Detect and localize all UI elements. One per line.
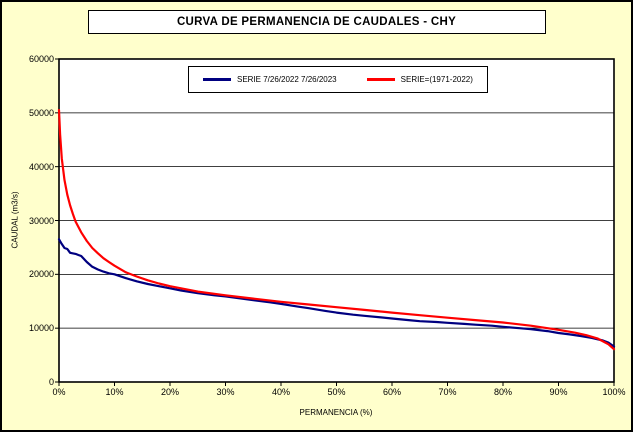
y-tick-label: 40000	[28, 161, 54, 172]
y-tick-label: 50000	[28, 107, 54, 118]
x-tick-label: 90%	[549, 387, 568, 397]
x-tick-label: 60%	[382, 387, 402, 397]
legend-line-swatch-red	[366, 78, 395, 81]
x-tick-label: 20%	[160, 387, 180, 397]
legend-line-swatch-navy	[203, 78, 231, 81]
x-tick-label: 0%	[52, 387, 66, 397]
y-tick-label: 10000	[28, 323, 54, 334]
legend-label: SERIE 7/26/2022 7/26/2023	[237, 75, 337, 84]
x-tick-label: 50%	[327, 387, 346, 397]
x-tick-label: 80%	[493, 387, 513, 397]
chart-title: CURVA DE PERMANENCIA DE CAUDALES - CHY	[87, 10, 546, 34]
x-tick-label: 10%	[105, 387, 124, 397]
x-tick-label: 30%	[216, 387, 235, 397]
legend-item-serie-2022-2023: SERIE 7/26/2022 7/26/2023	[203, 75, 337, 84]
series-line	[57, 238, 616, 348]
legend: SERIE 7/26/2022 7/26/2023 SERIE=(1971-20…	[188, 66, 488, 93]
series-line	[57, 108, 616, 351]
y-axis-title: CAUDAL (m3/s)	[10, 191, 20, 249]
y-tick-label: 30000	[28, 215, 54, 226]
y-tick-label: 0	[48, 377, 54, 387]
y-tick-label: 20000	[28, 269, 54, 280]
x-axis-title: PERMANENCIA (%)	[299, 408, 373, 417]
legend-item-serie-1971-2022: SERIE=(1971-2022)	[366, 75, 473, 84]
x-tick-label: 70%	[438, 387, 457, 397]
y-tick-label: 60000	[28, 54, 54, 64]
x-tick-label: 100%	[602, 387, 626, 397]
plot-area	[55, 58, 616, 386]
legend-label: SERIE=(1971-2022)	[400, 75, 473, 84]
x-tick-label: 40%	[271, 387, 291, 397]
